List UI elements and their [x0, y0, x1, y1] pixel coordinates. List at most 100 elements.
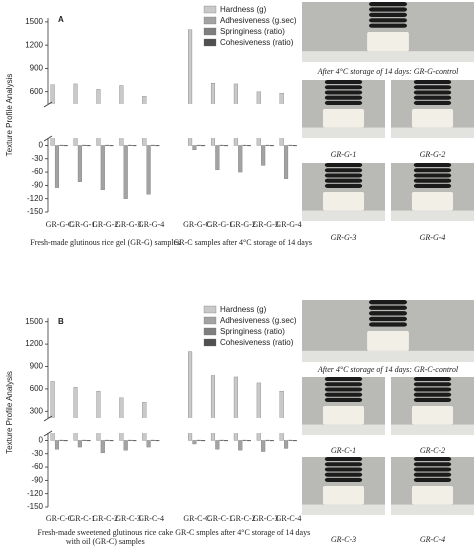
bar [96, 390, 101, 441]
break-mark [43, 101, 53, 108]
plunger [324, 95, 363, 100]
x-tick-label: GR-G-1 [69, 220, 95, 229]
x-tick-label: GR-C-4 [276, 514, 302, 523]
bar [210, 375, 216, 441]
bar [59, 439, 64, 441]
sample [411, 192, 454, 211]
plunger [324, 467, 363, 472]
bar [246, 145, 251, 147]
plunger [413, 85, 452, 90]
plunger [413, 477, 452, 482]
photo [302, 163, 385, 221]
legend-swatch [203, 338, 217, 347]
plunger [369, 23, 407, 28]
legend-label: Hardness (g) [220, 5, 267, 14]
legend-swatch [203, 316, 217, 325]
plunger [369, 7, 407, 12]
bar [288, 144, 293, 146]
bar [284, 440, 289, 449]
y-tick-label: -90 [31, 180, 43, 189]
platform [302, 51, 474, 62]
y-tick-label: -60 [31, 167, 43, 176]
photo-caption: GR-C-3 [331, 535, 356, 544]
plunger [413, 95, 452, 100]
bar [128, 439, 133, 441]
legend-label: Cohesiveness (ratio) [220, 338, 294, 347]
plunger [324, 168, 363, 173]
plunger [324, 183, 363, 188]
bar [100, 440, 105, 454]
platform [391, 424, 474, 435]
bar [105, 144, 110, 146]
y-tick-label: 600 [30, 384, 44, 393]
group-label: with oil (GR-C) samples [66, 537, 145, 546]
platform [391, 127, 474, 138]
x-tick-label: GR-G-C [46, 220, 74, 229]
plunger [324, 90, 363, 95]
y-axis-label: Texture Profile Analysis [5, 371, 14, 454]
sample [322, 486, 365, 505]
y-tick-label: 0 [39, 141, 44, 150]
y-tick-label: 300 [30, 406, 44, 415]
bar [233, 376, 238, 441]
bar [192, 145, 197, 151]
y-tick-label: -150 [27, 207, 44, 216]
plunger [413, 457, 452, 462]
plunger [324, 85, 363, 90]
plunger [413, 397, 452, 402]
y-tick-label: 900 [30, 64, 44, 73]
group-label: Fresh-made glutinous rice gel (GR-G) sam… [30, 238, 180, 247]
x-tick-label: GR-G-C [183, 220, 211, 229]
bar [155, 440, 160, 442]
bar [77, 145, 82, 182]
break-mark [43, 430, 53, 437]
bar [50, 381, 55, 441]
bar [269, 145, 274, 147]
photo [302, 457, 385, 515]
bar [132, 145, 137, 147]
photo-caption: GR-G-3 [331, 233, 357, 242]
bar [77, 440, 82, 448]
bar [188, 351, 193, 441]
bar [82, 144, 87, 146]
bar [146, 145, 151, 195]
plunger [413, 80, 452, 85]
bar [63, 145, 68, 147]
bar [109, 440, 114, 442]
bar [192, 440, 197, 445]
plunger [369, 316, 407, 322]
bar [219, 439, 224, 441]
plunger [413, 377, 452, 382]
x-tick-label: GR-G-2 [92, 220, 118, 229]
plunger [413, 392, 452, 397]
x-tick-label: GR-G-1 [207, 220, 233, 229]
bar [86, 145, 91, 147]
bar [59, 144, 64, 146]
legend-swatch [203, 5, 217, 14]
plunger [413, 90, 452, 95]
plunger [369, 2, 407, 7]
plunger [413, 183, 452, 188]
x-tick-label: GR-G-3 [115, 220, 141, 229]
bar [196, 144, 201, 146]
bar [219, 144, 224, 146]
x-tick-label: GR-G-4 [275, 220, 301, 229]
bar [100, 145, 105, 190]
platform [391, 210, 474, 221]
plunger [324, 387, 363, 392]
plunger [324, 382, 363, 387]
bar [150, 144, 155, 146]
plunger [413, 387, 452, 392]
plunger [369, 12, 407, 17]
plunger [413, 178, 452, 183]
plunger [369, 322, 407, 327]
y-tick-label: -90 [31, 475, 43, 484]
legend-label: Adhesiveness (g.sec) [220, 16, 297, 25]
y-tick-label: 0 [39, 436, 44, 445]
plunger [324, 457, 363, 462]
bar [238, 145, 243, 173]
platform [391, 504, 474, 515]
plunger [413, 382, 452, 387]
x-tick-label: GR-C-4 [138, 514, 164, 523]
bar [105, 439, 110, 441]
